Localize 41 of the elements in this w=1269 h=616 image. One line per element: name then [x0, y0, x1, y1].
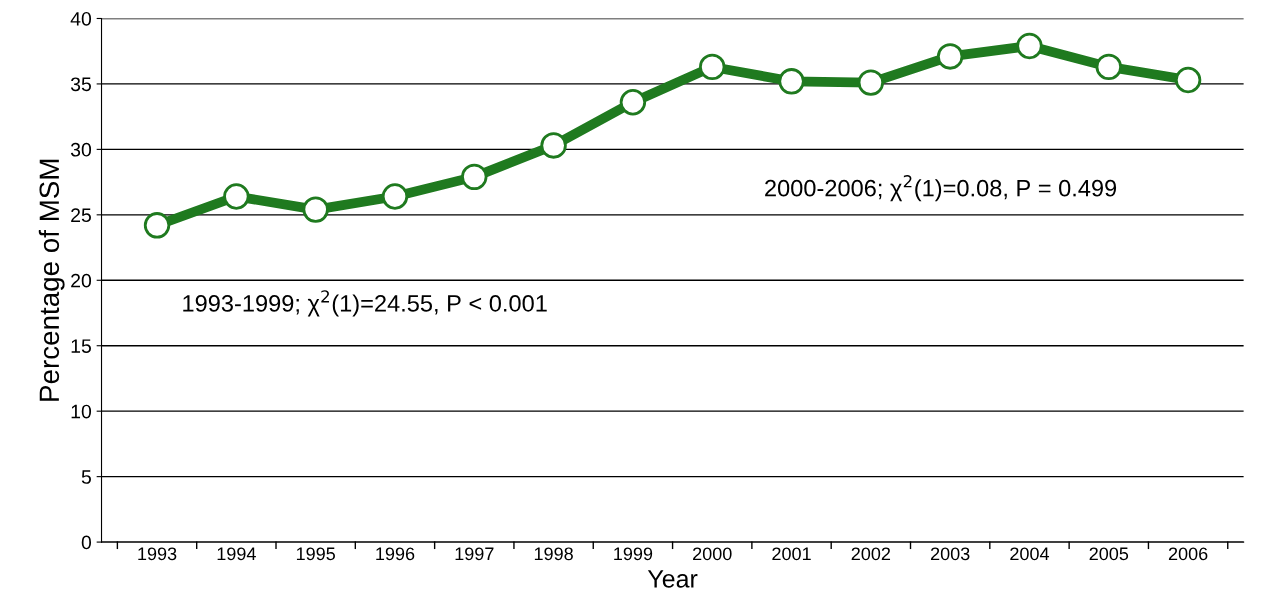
x-tick-label: 2004	[1010, 547, 1050, 561]
y-tick-label: 25	[71, 208, 91, 223]
x-tick-label: 1999	[614, 547, 653, 561]
y-tick-label: 30	[70, 142, 92, 157]
y-tick-label: 20	[71, 273, 92, 288]
x-tick-label: 2005	[1089, 547, 1129, 561]
annotation: 1993-1999; χ$^{2}$(1)=24.55, P < 0.001	[183, 290, 547, 317]
x-tick-label: 2006	[1168, 547, 1208, 561]
y-tick-label: 0	[81, 535, 92, 550]
annotation: 2000-2006; χ$^{2}$(1)=0.08, P = 0.499	[765, 175, 1117, 202]
point	[223, 183, 250, 210]
x-tick-label: 1996	[376, 547, 415, 561]
point	[381, 183, 409, 210]
y-tick-label: 15	[71, 339, 91, 353]
y-tick-label: 35	[70, 77, 91, 92]
y-axis-title: Percentage of MSM	[38, 159, 65, 401]
point	[619, 89, 647, 116]
point	[143, 212, 171, 239]
y-tick-label: 5	[81, 470, 91, 484]
point	[461, 163, 488, 191]
x-tick-label: 2001	[772, 547, 811, 561]
y-tick-label: 40	[70, 11, 92, 26]
x-tick-label: 2003	[930, 547, 970, 561]
point	[1095, 53, 1122, 81]
x-tick-label: 2000	[693, 547, 732, 561]
x-tick-label: 1995	[296, 547, 335, 561]
y-tick-label: 10	[71, 404, 92, 419]
point	[857, 69, 885, 96]
x-tick-label: 2002	[851, 547, 891, 561]
point	[778, 68, 805, 95]
x-tick-label: 1994	[217, 547, 256, 561]
x-tick-label: 1993	[138, 547, 177, 561]
point	[302, 196, 329, 223]
point	[936, 43, 964, 70]
x-tick-label: 1997	[455, 547, 494, 561]
point	[1174, 66, 1202, 94]
x-tick-label: 1998	[534, 547, 573, 561]
point	[1016, 32, 1043, 60]
x-axis-title: Year	[647, 570, 698, 588]
point	[540, 132, 567, 159]
point	[699, 53, 726, 81]
